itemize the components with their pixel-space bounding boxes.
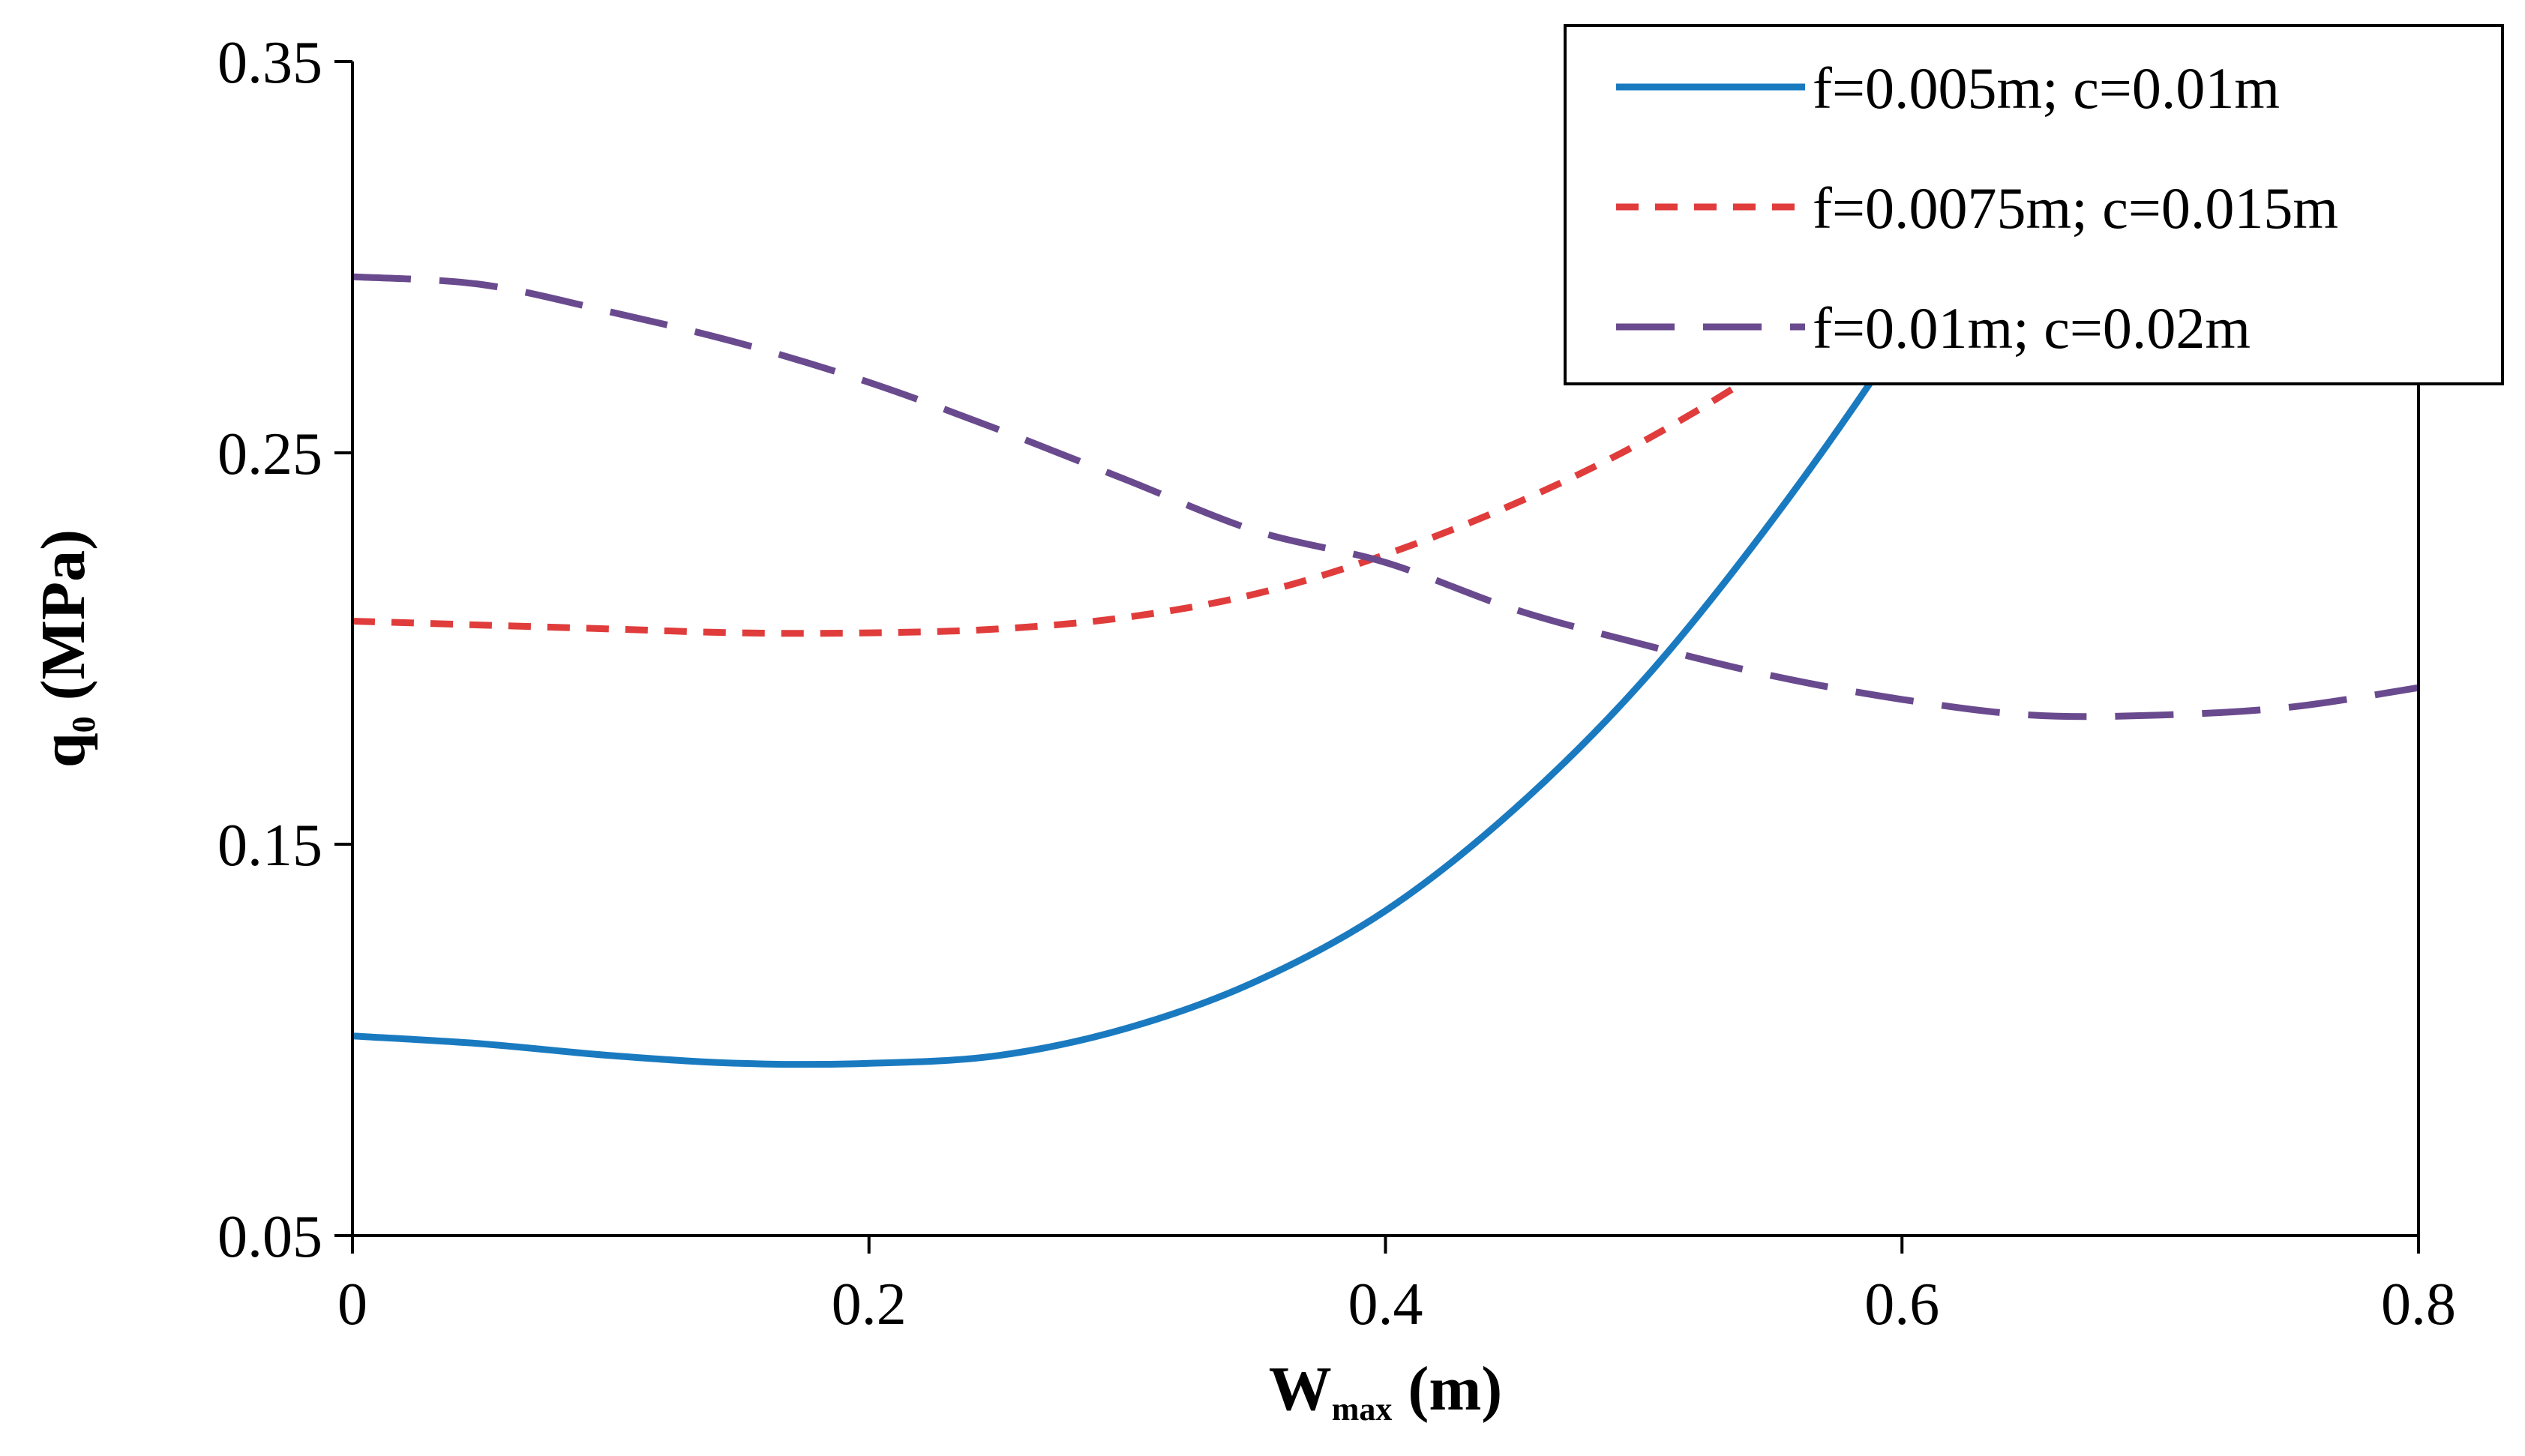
y-axis-title-main: q bbox=[28, 732, 98, 768]
x-axis-title-sub: max bbox=[1332, 1391, 1393, 1428]
series-layer bbox=[352, 126, 2419, 1068]
series-line-2 bbox=[352, 266, 1904, 637]
y-axis-title: q0 (MPa) bbox=[28, 529, 102, 768]
x-axis-title-unit: (m) bbox=[1392, 1354, 1502, 1424]
legend-label-2: f=0.0075m; c=0.015m bbox=[1813, 175, 2338, 241]
y-tick-label: 0.35 bbox=[217, 30, 322, 96]
legend-label-3: f=0.01m; c=0.02m bbox=[1813, 295, 2251, 361]
x-axis-title-main: W bbox=[1269, 1354, 1332, 1424]
y-tick-label: 0.05 bbox=[217, 1204, 322, 1270]
labels-layer: 0.05 0.15 0.25 0.35 0 0.2 0.4 0.6 0.8 Wmax (m) q0 … bbox=[28, 30, 2456, 1428]
x-axis-title: Wmax (m) bbox=[1269, 1354, 1503, 1428]
y-axis-title-sub: 0 bbox=[65, 716, 102, 732]
series-line-1 bbox=[352, 126, 2035, 1068]
x-tick-label: 0.2 bbox=[832, 1272, 907, 1338]
x-tick-label: 0.4 bbox=[1348, 1272, 1423, 1338]
legend: f=0.005m; c=0.01m f=0.0075m; c=0.015m f=0.… bbox=[1564, 24, 2504, 385]
series-line-3 bbox=[352, 273, 2419, 721]
legend-label-1: f=0.005m; c=0.01m bbox=[1813, 55, 2280, 121]
y-tick-label: 0.15 bbox=[217, 813, 322, 879]
x-tick-label: 0.6 bbox=[1864, 1272, 1939, 1338]
x-tick-label: 0.8 bbox=[2381, 1272, 2456, 1338]
y-axis-title-unit: (MPa) bbox=[28, 529, 98, 717]
x-tick-label: 0 bbox=[337, 1272, 367, 1338]
y-tick-label: 0.25 bbox=[217, 421, 322, 487]
